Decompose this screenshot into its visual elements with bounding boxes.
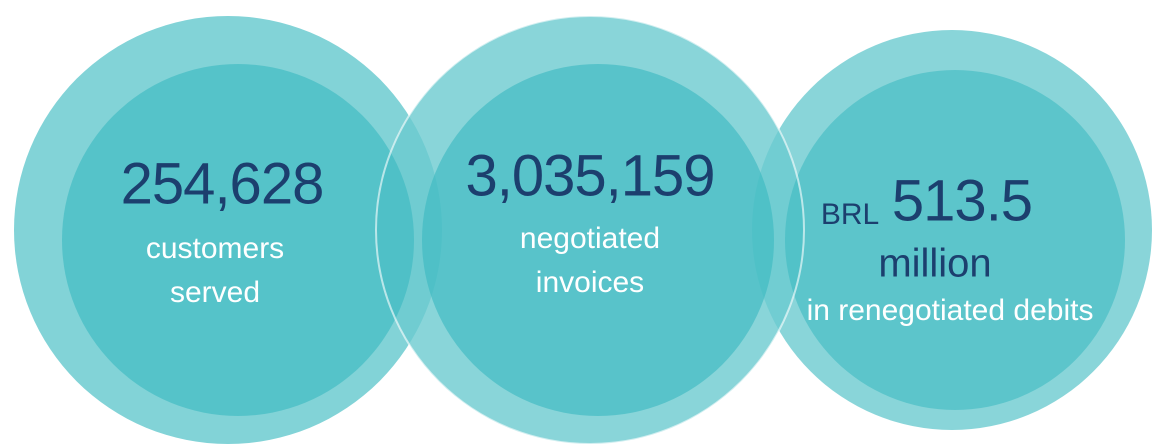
stat-label: in renegotiated debits bbox=[807, 294, 1094, 327]
stat-unit: million bbox=[878, 242, 991, 286]
stat-label: negotiated bbox=[520, 222, 660, 255]
stat-prefix: BRL bbox=[821, 198, 879, 231]
inner-circle bbox=[422, 64, 774, 416]
inner-circle bbox=[62, 64, 414, 416]
stat-label: invoices bbox=[536, 266, 644, 299]
stat-value: 513.5 bbox=[892, 168, 1032, 233]
stat-value: 3,035,159 bbox=[465, 143, 714, 208]
stat-label: served bbox=[170, 276, 260, 309]
inner-circle bbox=[785, 70, 1125, 410]
circles bbox=[14, 15, 1152, 444]
stat-value: 254,628 bbox=[121, 151, 324, 216]
circle-outline bbox=[375, 15, 805, 444]
stat-label: customers bbox=[146, 232, 284, 265]
